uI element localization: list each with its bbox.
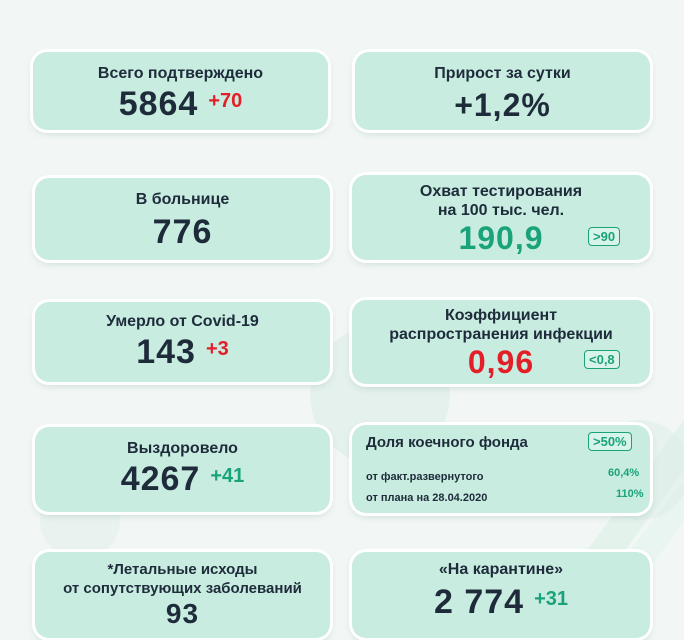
recovered-value: 4267: [120, 460, 201, 498]
testing-value: 190,9: [458, 220, 544, 256]
testing-label-2: на 100 тыс. чел.: [437, 202, 565, 219]
beds-row-1: от факт.развернутого 60,4%: [366, 467, 640, 485]
card-quarantine: «На карантине» 2 774 +31: [352, 552, 650, 638]
coef-label-1: Коэффициент: [444, 307, 558, 324]
quarantine-delta: +31: [534, 588, 569, 610]
total-label: Всего подтверждено: [97, 65, 264, 82]
beds-row-1-name: от факт.развернутого: [366, 471, 484, 483]
total-delta: +70: [208, 90, 243, 112]
growth-value: +1,2%: [454, 87, 551, 123]
hospital-value: 776: [152, 213, 213, 251]
testing-label-1: Охват тестирования: [419, 183, 583, 200]
quarantine-value: 2 774: [433, 583, 525, 621]
card-lethal: *Летальные исходы от сопутствующих забол…: [35, 552, 330, 638]
total-value: 5864: [118, 85, 199, 123]
card-coefficient: Коэффициент распространения инфекции 0,9…: [352, 300, 650, 384]
beds-row-2-value: 110%: [616, 488, 644, 500]
card-died: Умерло от Covid-19 143 +3: [35, 302, 330, 382]
coef-value: 0,96: [467, 344, 535, 380]
lethal-label-1: *Летальные исходы: [107, 561, 258, 578]
recovered-delta: +41: [210, 465, 245, 487]
died-label: Умерло от Covid-19: [106, 313, 259, 330]
testing-badge: >90: [588, 227, 621, 246]
beds-row-2-name: от плана на 28.04.2020: [366, 492, 488, 504]
card-testing: Охват тестирования на 100 тыс. чел. 190,…: [352, 175, 650, 260]
beds-row-2: от плана на 28.04.2020 110%: [366, 488, 644, 506]
growth-label: Прирост за сутки: [434, 65, 571, 82]
card-recovered: Выздоровело 4267 +41: [35, 427, 330, 512]
died-value: 143: [136, 333, 196, 371]
beds-row-1-value: 60,4%: [608, 467, 640, 479]
coef-label-2: распространения инфекции: [389, 326, 613, 343]
card-bed-share: Доля коечного фонда >50% от факт.разверн…: [352, 425, 650, 513]
hospital-label: В больнице: [135, 191, 230, 208]
beds-badge: >50%: [588, 432, 632, 451]
recovered-label: Выздоровело: [127, 440, 238, 457]
coef-badge: <0,8: [584, 350, 620, 369]
quarantine-label: «На карантине»: [438, 561, 564, 578]
card-daily-growth: Прирост за сутки +1,2%: [355, 52, 650, 130]
lethal-value: 93: [165, 598, 200, 629]
card-hospital: В больнице 776: [35, 178, 330, 260]
lethal-label-2: от сопутствующих заболеваний: [63, 580, 302, 597]
beds-label: Доля коечного фонда: [366, 434, 528, 451]
died-delta: +3: [205, 338, 229, 360]
card-total-confirmed: Всего подтверждено 5864 +70: [33, 52, 328, 130]
